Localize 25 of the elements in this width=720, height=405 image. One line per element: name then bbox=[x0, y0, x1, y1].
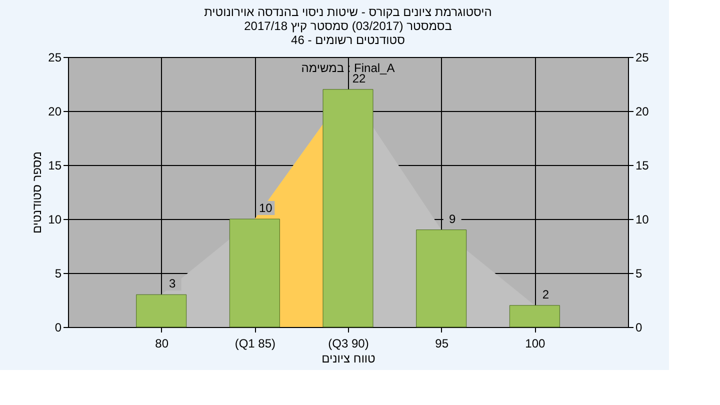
y-axis-title: מספר סטודנטים bbox=[30, 151, 44, 234]
data-label: 3 bbox=[168, 276, 176, 291]
data-label: 9 bbox=[448, 212, 456, 226]
x-axis-title: טווח ציונים bbox=[322, 352, 376, 366]
x-tick-label: 80 bbox=[155, 336, 169, 350]
y-tick-label: 20 bbox=[48, 104, 62, 118]
y-tick-label: 15 bbox=[48, 158, 62, 172]
y2-tick-label: 10 bbox=[636, 212, 650, 226]
chart-title: היסטוגרמת ציונים בקורס - שיטות ניסוי בהנדסה אוירונוטית בסמסטר (03/2017) סמסטר קיץ 2017/18 סטודנטים רשומים - 46 bbox=[204, 5, 492, 47]
y2-tick-label: 20 bbox=[636, 104, 650, 118]
x-tick-label: 100 bbox=[525, 336, 546, 350]
y2-tick-label: 0 bbox=[636, 320, 642, 334]
y2-tick-label: 5 bbox=[636, 266, 642, 280]
y-tick-label: 10 bbox=[48, 212, 62, 226]
data-label: 10 bbox=[258, 201, 273, 215]
x-tick-label: (Q1 85) bbox=[234, 336, 276, 350]
x-tick-label: (Q3 90) bbox=[328, 336, 369, 350]
y-tick-label: 0 bbox=[54, 320, 62, 334]
data-label: 2 bbox=[542, 287, 550, 302]
y2-tick-label: 25 bbox=[636, 50, 650, 64]
y-tick-label: 5 bbox=[54, 266, 62, 280]
x-tick-label: 95 bbox=[435, 336, 449, 350]
y-tick-label: 25 bbox=[48, 50, 62, 64]
y2-tick-label: 15 bbox=[636, 158, 650, 172]
data-label: 22 bbox=[352, 71, 366, 86]
